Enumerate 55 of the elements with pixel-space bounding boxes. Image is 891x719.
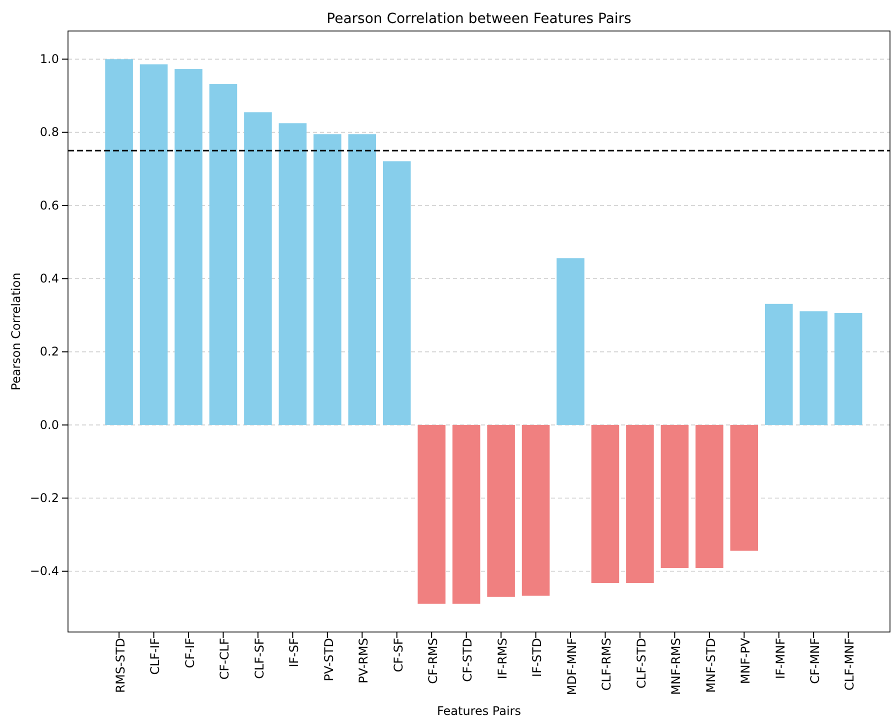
bar — [105, 59, 133, 425]
bar — [314, 134, 342, 425]
x-tick-label: PV-RMS — [356, 638, 371, 684]
bar — [591, 424, 620, 583]
x-axis-title: Features Pairs — [437, 704, 521, 718]
bar — [418, 424, 446, 604]
x-tick-label: IF-MNF — [773, 638, 788, 680]
x-tick-label: PV-STD — [322, 638, 336, 682]
x-tick-label: CLF-STD — [634, 638, 648, 688]
bar — [487, 424, 515, 597]
y-tick-label: 0.2 — [40, 344, 59, 359]
bar — [278, 123, 307, 425]
x-tick-label: MNF-RMS — [669, 638, 684, 695]
chart-title: Pearson Correlation between Features Pairs — [326, 11, 632, 27]
bar — [140, 64, 168, 425]
y-tick-label: 0.6 — [40, 198, 59, 212]
bar — [660, 424, 689, 568]
bar — [696, 424, 724, 568]
bar — [174, 69, 202, 425]
x-tick-label: CLF-MNF — [842, 638, 857, 691]
bar — [452, 424, 480, 604]
y-axis-title: Pearson Correlation — [9, 272, 23, 390]
y-tick-label: 0.0 — [40, 418, 59, 432]
bar — [244, 112, 272, 425]
bar — [764, 304, 793, 425]
bar — [522, 424, 550, 596]
x-tick-label: MNF-PV — [738, 637, 753, 684]
bar — [209, 84, 238, 425]
x-tick-label: CF-IF — [182, 638, 197, 668]
y-tick-label: −0.2 — [30, 490, 59, 505]
x-tick-label: CLF-IF — [148, 638, 162, 675]
x-tick-label: CF-SF — [391, 638, 406, 672]
x-tick-label: CF-STD — [460, 638, 475, 682]
x-tick-label: CLF-SF — [252, 638, 266, 679]
x-tick-label: CF-CLF — [218, 638, 232, 680]
x-tick-label: RMS-STD — [113, 638, 128, 693]
x-tick-label: IF-RMS — [495, 638, 510, 680]
bar — [730, 424, 758, 551]
x-tick-label: IF-STD — [530, 638, 544, 677]
bar — [382, 161, 411, 425]
bar — [800, 311, 828, 425]
x-tick-label: CF-MNF — [808, 638, 822, 684]
bar — [348, 134, 376, 425]
x-tick-label: CF-RMS — [426, 638, 440, 684]
y-tick-label: −0.4 — [30, 564, 59, 578]
y-tick-label: 0.8 — [40, 125, 59, 140]
y-tick-label: 1.0 — [40, 52, 59, 66]
bar — [834, 313, 862, 425]
bar — [556, 258, 584, 425]
x-tick-label: MDF-MNF — [564, 638, 579, 696]
x-tick-label: IF-SF — [287, 638, 302, 668]
bar — [626, 424, 654, 583]
x-tick-label: MNF-STD — [704, 638, 718, 693]
x-tick-label: CLF-RMS — [600, 638, 614, 691]
y-tick-label: 0.4 — [40, 271, 59, 286]
